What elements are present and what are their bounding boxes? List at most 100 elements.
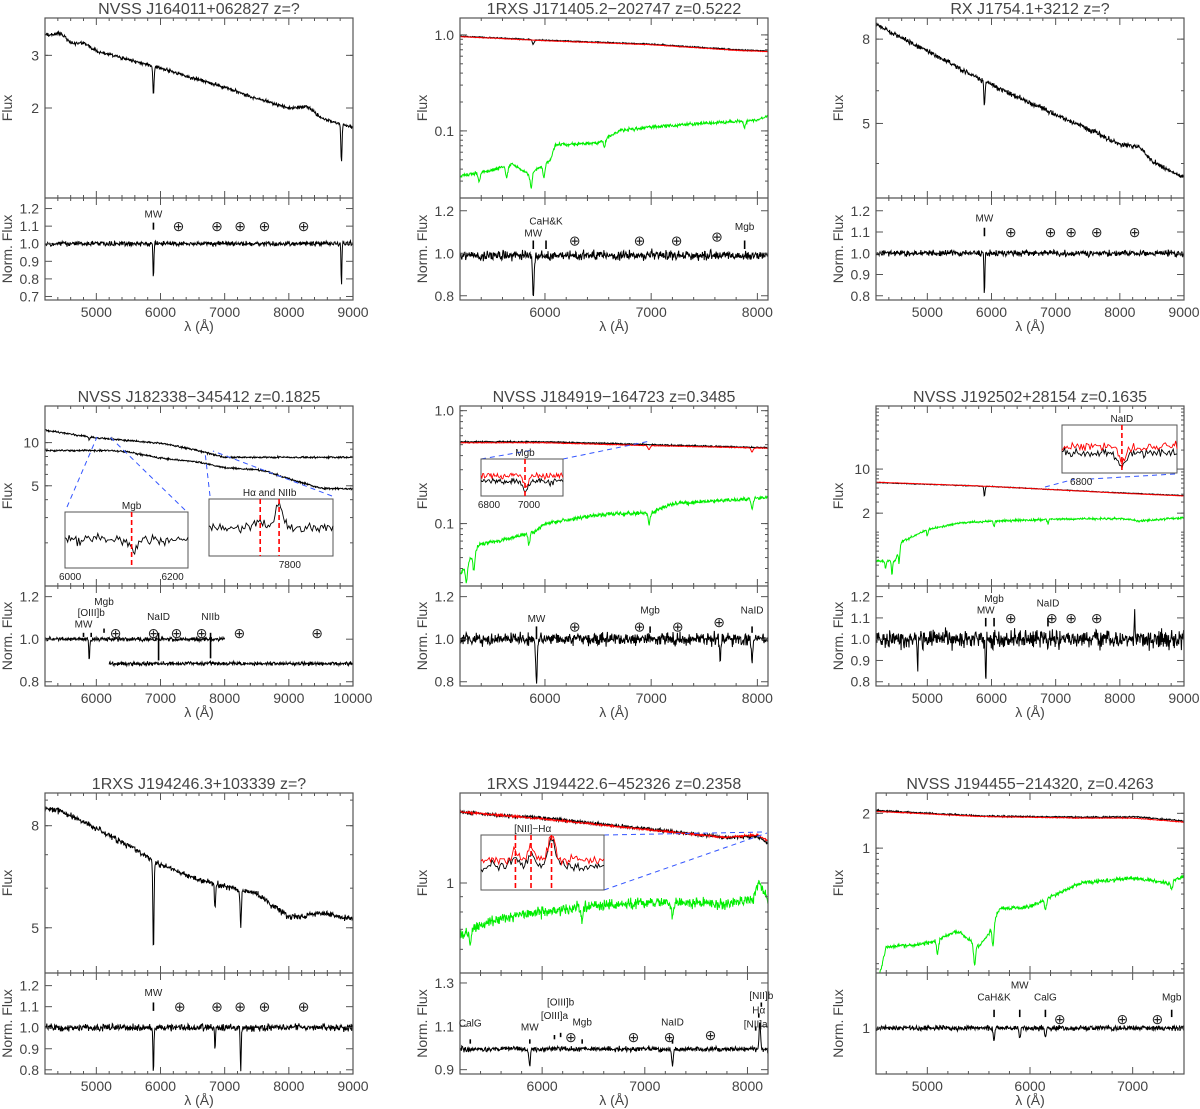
inset-spectrum (64, 531, 189, 556)
y-tick-label: 5 (31, 478, 39, 494)
norm-flux-plot (460, 248, 768, 297)
norm-flux-series (876, 248, 1184, 293)
x-tick-label: 5000 (912, 690, 943, 706)
telluric-icon: ⊕ (1129, 224, 1141, 240)
flux-series-observed (45, 448, 353, 491)
y-axis-label-norm-flux: Norm. Flux (0, 989, 15, 1057)
telluric-icon: ⊕ (259, 218, 271, 234)
line-marker-label: MW (521, 1023, 539, 1034)
telluric-icon: ⊕ (234, 218, 246, 234)
inset-spectrum (480, 471, 564, 488)
y-tick-label: 0.8 (20, 1062, 40, 1078)
norm-flux-plot (460, 1022, 768, 1067)
telluric-icon: ⊕ (628, 1029, 640, 1045)
norm-flux-series (876, 609, 1184, 679)
zoom-connector (603, 832, 768, 891)
telluric-icon: ⊕ (565, 1029, 577, 1045)
telluric-icon: ⊕ (311, 625, 323, 641)
y-tick-label: 1.0 (20, 631, 40, 647)
x-axis-label: λ (Å) (184, 1092, 214, 1108)
line-marker-label: MW (528, 614, 546, 625)
flux-series-observed (876, 808, 1184, 822)
x-tick-label: 9000 (273, 690, 304, 706)
x-tick-label: 7000 (1040, 304, 1071, 320)
y-axis-label-norm-flux: Norm. Flux (414, 215, 430, 283)
x-tick-label: 8000 (1104, 304, 1135, 320)
line-marker-label: NaID (741, 606, 764, 617)
x-tick-label: 5000 (81, 304, 112, 320)
inset-label: Mgb (515, 448, 535, 459)
flux-plot (876, 808, 1184, 973)
inset-frame (208, 498, 334, 557)
x-tick-label: 7000 (209, 304, 240, 320)
y-tick-label: 0.8 (435, 674, 455, 690)
inset-label: Hα and NIIb (243, 488, 297, 499)
y-axis-label-norm-flux: Norm. Flux (830, 989, 846, 1057)
telluric-icon: ⊕ (1117, 1011, 1129, 1027)
telluric-icon: ⊕ (298, 999, 310, 1015)
line-marker-label: CalG (1034, 993, 1057, 1004)
telluric-icon: ⊕ (1005, 610, 1017, 626)
x-tick-label: 6000 (527, 1078, 558, 1094)
zoom-connector (204, 451, 211, 497)
y-axis-label-flux: Flux (0, 95, 15, 121)
telluric-icon: ⊕ (1005, 224, 1017, 240)
telluric-icon: ⊕ (569, 233, 581, 249)
y-tick-label: 3 (31, 47, 39, 63)
y-tick-label: 1.2 (435, 589, 455, 605)
y-tick-label: 1.1 (20, 218, 40, 234)
x-tick-label: 5000 (912, 304, 943, 320)
inset-x-tick-label: 7800 (279, 560, 302, 571)
y-axis-label-norm-flux: Norm. Flux (830, 602, 846, 670)
flux-series-host-template (460, 495, 768, 584)
y-tick-label: 1 (446, 875, 454, 891)
y-axis-label-flux: Flux (414, 870, 430, 896)
inset-spectrum (480, 836, 605, 873)
plot-frame (459, 17, 769, 301)
y-tick-label: 0.1 (435, 123, 455, 139)
x-tick-label: 6000 (145, 1078, 176, 1094)
inset-spectrum (480, 835, 605, 867)
y-tick-label: 2 (31, 100, 39, 116)
telluric-icon: ⊕ (234, 999, 246, 1015)
telluric-icon: ⊕ (148, 625, 160, 641)
y-axis-label-flux: Flux (0, 483, 15, 509)
spectrum-panel-3: RX J1754.1+3212 z=? 5000 6000 7000 8000 9000 λ… (830, 1, 1200, 334)
telluric-icon: ⊕ (1054, 1011, 1066, 1027)
line-marker-label: MW (75, 619, 93, 630)
flux-series-observed (45, 806, 353, 946)
line-marker-label: Mgb (572, 1017, 592, 1028)
flux-plot (876, 22, 1184, 179)
y-tick-label: 0.8 (851, 288, 871, 304)
line-marker-label: MW (145, 988, 163, 999)
y-axis-label-flux: Flux (0, 870, 15, 896)
plot-frame (875, 792, 1185, 1075)
telluric-icon: ⊕ (1091, 610, 1103, 626)
panel-title: NVSS J182338−345412 z=0.1825 (78, 389, 321, 406)
spectrum-panel-1: NVSS J164011+062827 z=? 5000 6000 7000 8000 9… (0, 1, 369, 334)
norm-flux-series (45, 239, 353, 285)
flux-series-host-template (876, 515, 1184, 575)
y-tick-label: 0.8 (20, 674, 40, 690)
y-axis-label-norm-flux: Norm. Flux (0, 215, 15, 283)
telluric-icon: ⊕ (713, 614, 725, 630)
spectrum-panel-5: NVSS J184919−164723 z=0.3485 6000 7000 8000… (414, 389, 773, 720)
zoom-connector (562, 440, 651, 460)
x-tick-label: 8000 (742, 304, 773, 320)
y-tick-label: 1.0 (435, 245, 455, 261)
y-tick-label: 1.0 (20, 1020, 40, 1036)
panel-title: NVSS J184919−164723 z=0.3485 (493, 389, 736, 406)
line-marker-label: [NII]a (744, 1019, 768, 1030)
zoom-connector (212, 450, 333, 497)
y-tick-label: 1 (862, 840, 870, 856)
line-marker-label: NaID (1037, 599, 1060, 610)
inset-x-tick-label: 6000 (59, 572, 82, 583)
flux-series-model (876, 481, 1184, 497)
panel-title: NVSS J192502+28154 z=0.1635 (913, 389, 1147, 406)
line-marker-label: [NII]b (749, 991, 773, 1002)
panel-title: 1RXS J171405.2−202747 z=0.5222 (487, 1, 742, 18)
flux-series-observed (460, 439, 768, 450)
x-tick-label: 6000 (976, 304, 1007, 320)
inset-label: Mgb (122, 501, 142, 512)
telluric-icon: ⊕ (196, 625, 208, 641)
